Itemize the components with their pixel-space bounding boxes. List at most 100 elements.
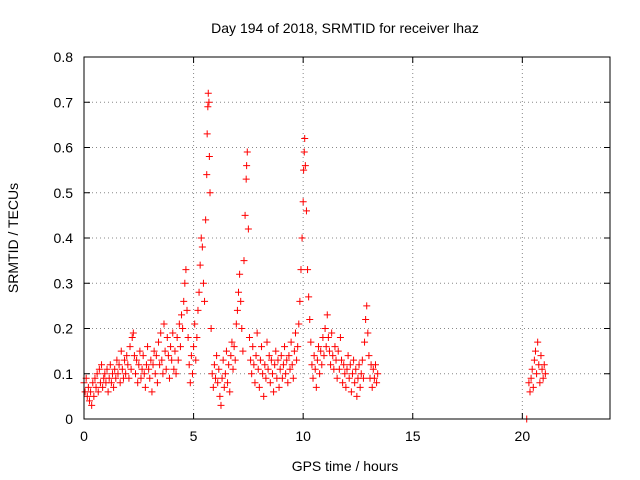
data-point [232,320,240,328]
data-point [253,329,261,337]
data-point [318,361,326,369]
data-point [209,383,217,391]
data-point [342,383,350,391]
data-point [208,370,216,378]
data-point [213,352,221,360]
data-point [267,356,275,364]
data-point [121,356,129,364]
data-point [276,365,284,373]
data-point [329,352,337,360]
data-point [201,297,209,305]
data-point [538,365,546,373]
data-point [320,352,328,360]
data-point [118,365,126,373]
data-point [214,379,222,387]
data-point [111,365,119,373]
data-point [295,320,303,328]
data-point [311,365,319,373]
data-point [218,374,226,382]
data-point [137,374,145,382]
data-point [160,320,168,328]
data-point [344,352,352,360]
data-point [161,347,169,355]
data-point [192,356,200,364]
data-point [346,361,354,369]
data-point [328,329,336,337]
x-axis-title: GPS time / hours [292,458,399,474]
data-point [241,211,249,219]
data-point [243,162,251,170]
data-point [104,388,112,396]
x-tick-label: 0 [80,428,88,444]
data-point [236,270,244,278]
data-point [122,370,130,378]
data-point [204,89,212,97]
data-point [365,352,373,360]
data-point [239,347,247,355]
data-point [172,370,180,378]
data-point [168,356,176,364]
data-point [281,343,289,351]
data-point [293,356,301,364]
data-point [212,374,219,382]
data-point [184,334,192,342]
data-point [210,361,218,369]
y-tick-label: 0 [65,411,73,427]
data-point [266,379,274,387]
data-point [226,388,234,396]
data-point [527,374,535,382]
data-point [369,365,377,373]
data-point [238,325,246,332]
data-point [290,347,298,355]
data-point [340,361,348,369]
y-tick-label: 0.4 [54,230,74,246]
y-tick-label: 0.7 [54,94,74,110]
data-point [127,365,135,373]
data-point [305,293,313,301]
data-point [322,343,330,351]
data-point [361,338,369,346]
data-point [188,370,196,378]
data-point [264,365,272,373]
data-point [221,370,229,378]
tick-labels: 0 0.1 0.2 0.3 0.4 0.5 0.6 0.7 0.8 0 5 10 15 20 [54,49,531,444]
data-point [261,361,269,369]
data-point [258,343,266,351]
data-point [279,361,287,369]
data-point [206,189,214,197]
data-point [251,379,259,387]
data-point [205,98,213,106]
data-point [152,352,160,360]
y-axis-title: SRMTID / TECUs [5,183,21,293]
data-point [352,365,360,373]
data-point [541,370,549,378]
data-point [205,153,213,161]
data-point [202,216,210,224]
data-point [83,392,91,400]
data-point [88,401,96,409]
data-point [216,392,224,400]
data-point [297,266,305,274]
data-point [128,334,136,342]
data-point [93,370,101,378]
data-point [362,315,370,323]
data-point [187,352,195,360]
data-point [334,347,342,355]
data-point [271,361,279,369]
data-point [180,297,188,305]
data-point [199,279,207,287]
data-point [105,374,113,382]
data-point [347,388,355,396]
data-point [124,361,132,369]
data-point [151,370,159,378]
data-point [222,347,230,355]
data-point [91,374,99,382]
data-point [530,356,538,364]
data-point [227,352,235,360]
data-point [175,320,183,328]
data-point [203,130,211,138]
data-point [331,343,339,351]
data-point [170,365,178,373]
data-point [313,356,321,364]
data-point [139,352,147,360]
